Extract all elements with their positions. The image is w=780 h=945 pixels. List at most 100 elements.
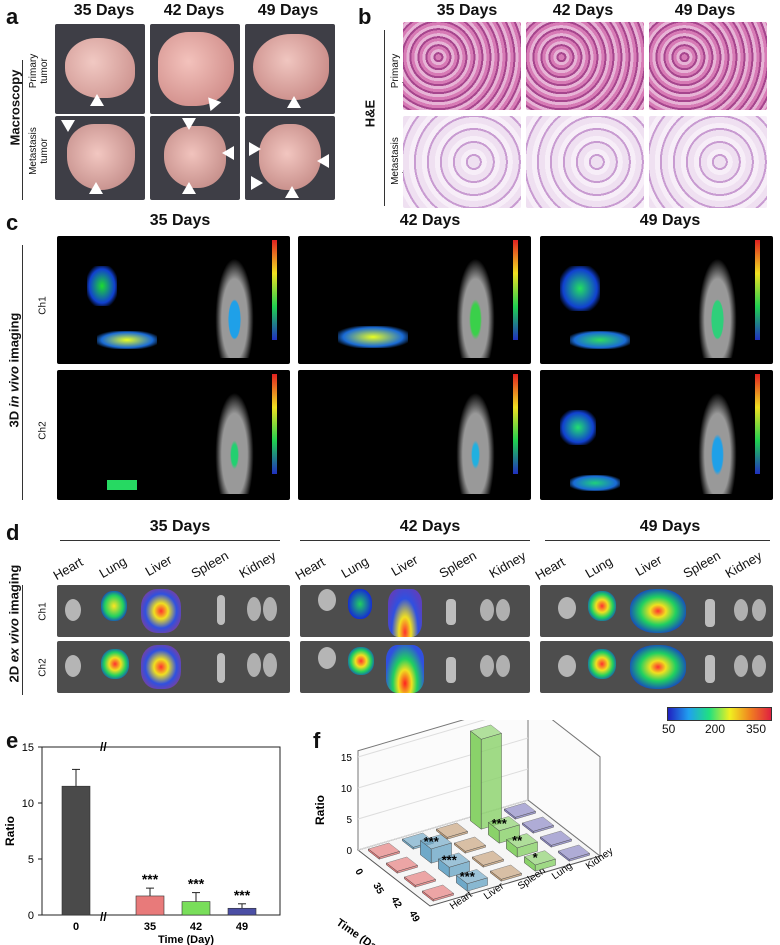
panel-d-side-line	[22, 585, 23, 695]
organ-label-kidney-49: Kidney	[722, 548, 765, 581]
panel-d-underline-49	[545, 540, 770, 541]
panel-c-image-42-ch2	[298, 370, 531, 500]
arrowhead-icon	[317, 154, 329, 168]
panel-d-ch2-label: Ch2	[37, 658, 49, 677]
panel-a-photo-35-metastasis	[55, 116, 145, 200]
time-axis-label: Time (Day)	[334, 917, 387, 945]
organ-label-liver-42: Liver	[388, 551, 421, 579]
panel-c-ch1-label: Ch1	[37, 296, 49, 315]
panel-d-day-35: 35 Days	[149, 518, 211, 535]
panel-c-side-label: 3D in vivo imaging	[6, 312, 22, 428]
panel-d-colorbar	[667, 707, 772, 721]
organ-label-liver-49: Liver	[632, 551, 665, 579]
arrowhead-icon	[61, 120, 75, 132]
bar3d-49-Liver-top	[455, 869, 489, 885]
arrowhead-icon	[182, 118, 196, 130]
panel-a-photo-49-primary	[245, 24, 335, 114]
x-axis-label: Time (Day)	[158, 934, 214, 945]
significance-label: ***	[424, 834, 440, 849]
bar3d-42-Lung-top	[505, 833, 539, 849]
panel-c-day-42: 42 Days	[399, 212, 461, 229]
panel-e-label: e	[6, 728, 19, 753]
panel-d-image-49-ch1	[540, 585, 773, 637]
panel-b-he-label: H&E	[362, 99, 378, 128]
significance-label: ***	[492, 816, 508, 831]
z-tick-label: 15	[341, 753, 353, 764]
bar3d-35-Liver-top	[419, 834, 453, 850]
panel-b-label: b	[358, 4, 372, 29]
panel-c-image-49-ch1	[540, 236, 773, 364]
panel-a-row2-label: Metastasis tumor	[28, 127, 50, 175]
significance-label: **	[512, 833, 523, 848]
organ-label-liver-35: Liver	[142, 551, 175, 579]
panel-d-image-49-ch2	[540, 641, 773, 693]
bar3d-0-Kidney-top	[503, 802, 537, 818]
x-tick-label: 35	[144, 921, 156, 933]
time-tick-label: 42	[388, 895, 403, 911]
significance-label: *	[533, 850, 539, 865]
panel-a-day-49: 49 Days	[257, 2, 319, 19]
organ-label-heart-35: Heart	[50, 554, 86, 583]
bar3d-0-Lung-front	[470, 730, 482, 830]
panel-a-photo-42-metastasis	[150, 116, 240, 200]
panel-d-underline-35	[60, 540, 280, 541]
panel-a-photo-35-primary	[55, 24, 145, 114]
bar-0	[61, 785, 91, 916]
panel-b-day-49: 49 Days	[674, 2, 736, 19]
panel-c-side-line	[22, 245, 23, 500]
bar3d-42-Spleen-top	[471, 850, 505, 866]
organ-label-lung-42: Lung	[338, 553, 372, 581]
panel-a-photo-49-metastasis	[245, 116, 335, 200]
bar3d-49-Heart-top	[421, 884, 455, 900]
panel-a-label: a	[6, 4, 19, 29]
panel-c-image-35-ch1	[57, 236, 290, 364]
panel-c-image-42-ch1	[298, 236, 531, 364]
panel-d-image-42-ch1	[300, 585, 530, 637]
panel-d-ch1-label: Ch1	[37, 602, 49, 621]
organ-label-kidney-35: Kidney	[236, 548, 279, 581]
y-tick-label: 5	[28, 854, 34, 866]
bar3d-42-Liver-top	[437, 852, 471, 868]
colorbar-tick-200: 200	[705, 722, 726, 736]
y-tick-label: 15	[22, 742, 34, 754]
side-wall	[527, 720, 601, 858]
panel-b-day-35: 35 Days	[436, 2, 498, 19]
panel-a-photo-42-primary	[150, 24, 240, 114]
significance-label: ***	[442, 852, 458, 867]
significance-label: ***	[142, 871, 159, 887]
panel-d-underline-42	[300, 540, 530, 541]
panel-a-day-35: 35 Days	[73, 2, 135, 19]
panel-d-image-35-ch1	[57, 585, 290, 637]
panel-a-row1-label: Primary tumor	[28, 53, 50, 89]
arrowhead-icon	[287, 96, 301, 108]
panel-b-he-35-primary	[403, 22, 521, 110]
panel-a-day-42: 42 Days	[163, 2, 225, 19]
z-tick-label: 0	[346, 846, 352, 857]
colorbar-tick-50: 50	[662, 722, 676, 736]
organ-label-spleen-42: Spleen	[436, 547, 480, 581]
organ-label-lung-49: Lung	[582, 553, 616, 581]
bar3d-49-Spleen-top	[489, 864, 523, 880]
x-tick-label: 0	[73, 921, 79, 933]
panel-c-label: c	[6, 210, 19, 235]
panel-b-he-49-metastasis	[649, 116, 767, 208]
bar3d-35-Spleen-top	[453, 836, 487, 852]
panel-b-he-35-metastasis	[403, 116, 521, 208]
z-grid-line	[357, 720, 486, 758]
significance-label: ***	[188, 876, 205, 892]
organ-label-spleen-49: Spleen	[680, 547, 724, 581]
bar3d-42-Heart-top	[403, 870, 437, 886]
significance-label: ***	[460, 869, 476, 884]
z-tick-label: 5	[346, 815, 352, 826]
panel-f-label: f	[313, 728, 321, 753]
organ-label-heart-42: Heart	[292, 554, 328, 583]
bar-42	[181, 901, 211, 916]
axis-break-icon: //	[100, 740, 107, 754]
bar3d-35-Heart-top	[385, 856, 419, 872]
organ-label-spleen-35: Spleen	[188, 547, 232, 581]
organ-label-lung-35: Lung	[96, 553, 130, 581]
y-tick-label: 0	[28, 910, 34, 922]
panel-a-side-line	[22, 60, 23, 200]
panel-b-he-42-primary	[526, 22, 644, 110]
time-tick-label: 49	[406, 909, 421, 925]
